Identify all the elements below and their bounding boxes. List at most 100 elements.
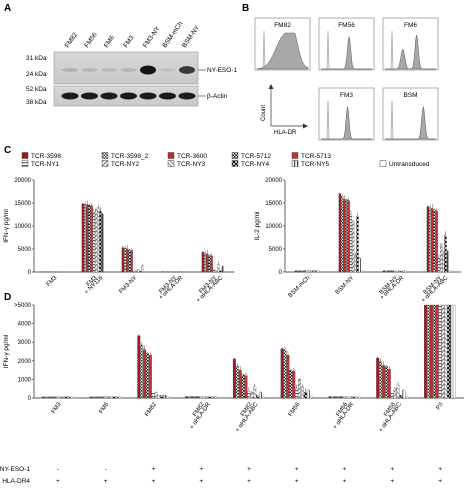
bar [289, 370, 293, 399]
condition-value: + [199, 466, 203, 473]
bar [292, 370, 296, 399]
y-tick-label: 10000 [265, 224, 282, 230]
histogram-label: FM82 [274, 22, 291, 29]
bar [402, 390, 406, 399]
bar [316, 270, 320, 273]
bar [193, 396, 197, 399]
bar [283, 349, 287, 399]
ny-eso-band [101, 68, 117, 72]
bar [295, 388, 299, 399]
category-label: FM82 [144, 401, 158, 418]
legend-swatch [231, 152, 239, 159]
y-tick-label: 0 [279, 270, 283, 276]
marker-label-31: 31 kDa [26, 55, 47, 62]
bar [148, 355, 152, 399]
bar [88, 205, 91, 273]
lane-label: FM3 [122, 34, 135, 49]
bar [426, 304, 430, 399]
bar [109, 396, 113, 399]
actin-band [120, 92, 137, 100]
bar [340, 396, 343, 399]
bar [314, 270, 317, 273]
bar [400, 270, 403, 273]
y-axis-label: IFN-γ pg/ml [3, 334, 10, 368]
bar [348, 396, 352, 399]
condition-value: - [57, 466, 59, 473]
bar [219, 270, 222, 273]
legend-label: Untransduced [389, 161, 430, 168]
bar [393, 388, 397, 399]
bar [217, 264, 220, 273]
bar [214, 396, 218, 399]
condition-value: + [390, 478, 394, 485]
y-tick-label: 15000 [14, 201, 31, 207]
bar [384, 366, 388, 399]
legend-label: TCR-NY5 [301, 161, 330, 168]
bar [358, 258, 361, 273]
bar [429, 304, 433, 399]
actin-band [81, 92, 98, 100]
legend-label: TCR-3600 [177, 153, 207, 160]
bar [56, 396, 60, 399]
hla-dr-histogram [385, 34, 436, 70]
histogram-label: BSM [403, 92, 417, 99]
bar [331, 396, 335, 399]
bar [405, 396, 409, 399]
bar [241, 374, 245, 399]
y-tick-label: 10000 [14, 224, 31, 230]
bar [244, 375, 248, 399]
bar [299, 270, 302, 273]
histogram-box [382, 87, 439, 141]
bar [185, 396, 189, 399]
bar [338, 193, 342, 273]
bar [301, 386, 304, 399]
bar [396, 270, 399, 273]
bar [438, 304, 442, 399]
bar [190, 396, 194, 399]
bar [429, 207, 432, 273]
condition-value: - [105, 466, 107, 473]
bar [62, 396, 66, 399]
bar [121, 247, 125, 273]
histogram-label: FM6 [404, 22, 417, 29]
bar [444, 304, 448, 399]
actin-band [178, 92, 196, 100]
bar [44, 396, 48, 399]
bar [310, 270, 313, 273]
bar [83, 204, 87, 273]
ny-eso-band [179, 66, 195, 74]
category-label: FM6 [99, 401, 111, 415]
flow-axis-key: Count HLA-DR [261, 84, 308, 136]
bar [41, 396, 45, 399]
bar [435, 211, 438, 273]
legend-label: TCR-NY4 [241, 161, 270, 168]
bar [446, 251, 449, 273]
marker-label-52: 52 kDa [26, 86, 47, 93]
legend-swatch [101, 160, 109, 167]
ny-eso-band [81, 68, 98, 72]
bar [215, 270, 218, 273]
bar [163, 395, 167, 399]
lane-label: FM3-NY [142, 25, 162, 49]
bar [387, 369, 391, 399]
condition-value: + [152, 466, 156, 473]
bar [345, 199, 348, 273]
bar [101, 396, 105, 399]
panel-label-a: A [4, 3, 11, 14]
bar [357, 396, 361, 399]
bar [202, 396, 206, 399]
bar [402, 270, 405, 273]
bar [309, 396, 313, 399]
bar [250, 392, 254, 399]
legend-swatch [167, 152, 175, 159]
legend-swatch [231, 160, 239, 167]
y-tick-label: 0 [28, 396, 32, 402]
hla-dr-axis-arrow [303, 123, 308, 129]
bar [112, 396, 116, 399]
bar [199, 396, 203, 399]
bar [95, 396, 99, 399]
bar [382, 270, 386, 273]
lane-label: FM56 [83, 31, 98, 49]
bar [261, 396, 265, 399]
hla-dr-histogram [321, 106, 372, 140]
